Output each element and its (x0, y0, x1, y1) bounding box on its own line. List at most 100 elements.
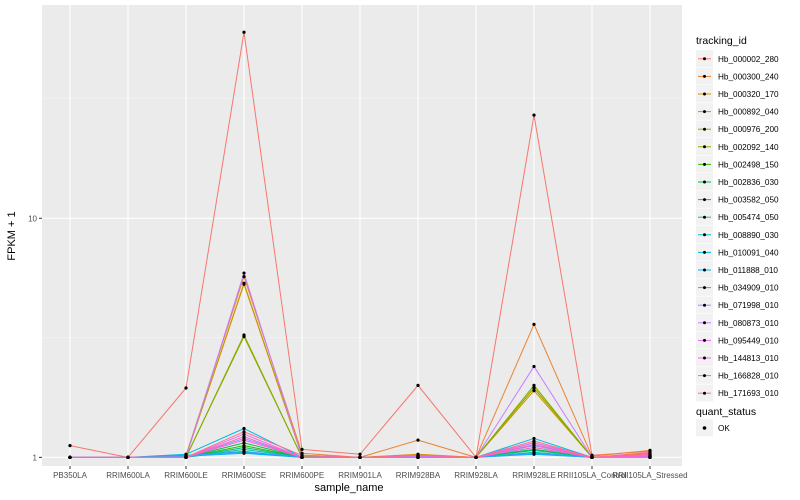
data-point (68, 443, 72, 448)
data-point (242, 435, 246, 439)
legend-point (703, 215, 706, 219)
y-tick-label: 1 (33, 453, 38, 462)
legend-label: Hb_002092_140 (718, 143, 779, 152)
y-tick-label: 10 (28, 214, 37, 223)
x-tick-label: RRII105LA_Stressed (612, 471, 687, 480)
legend-point (703, 57, 706, 61)
data-point (242, 432, 246, 436)
data-point (532, 386, 536, 390)
data-point (532, 383, 536, 387)
legend-point (703, 198, 706, 202)
data-point (532, 389, 536, 393)
legend-point (703, 180, 706, 184)
legend-point (703, 162, 706, 166)
legend-point (703, 374, 706, 378)
legend-label: Hb_002836_030 (718, 178, 779, 187)
data-point (68, 455, 72, 459)
legend-label: Hb_000320_170 (718, 90, 779, 99)
data-point (648, 450, 652, 454)
legend-label: Hb_008890_030 (718, 231, 779, 240)
plot-panel (42, 5, 682, 466)
data-point (242, 271, 246, 275)
data-point (242, 441, 246, 445)
x-tick-label: PB350LA (53, 471, 87, 480)
legend-point (703, 391, 706, 395)
legend-label: Hb_144813_010 (718, 354, 779, 363)
data-point (532, 445, 536, 450)
legend-point (703, 74, 706, 78)
legend-point (703, 110, 706, 114)
data-point (126, 455, 130, 459)
data-points (68, 30, 652, 459)
shape-legend: quant_status OK (696, 406, 756, 437)
shape-legend-point (702, 426, 707, 430)
data-point (242, 334, 246, 339)
legend-point (703, 321, 706, 325)
data-point (532, 322, 536, 326)
legend-label: Hb_011888_010 (718, 266, 778, 275)
data-point (358, 452, 362, 456)
data-point (242, 282, 246, 286)
legend-point (703, 145, 706, 149)
data-point (184, 455, 188, 459)
legend-label: Hb_010091_040 (718, 248, 779, 257)
shape-legend-label: OK (718, 424, 730, 433)
data-point (300, 447, 304, 451)
legend-label: Hb_000976_200 (718, 125, 779, 134)
data-point (300, 453, 304, 457)
legend-point (703, 268, 706, 272)
shape-legend-title: quant_status (696, 406, 756, 418)
legend-point (703, 127, 706, 131)
legend-label: Hb_000002_280 (718, 55, 779, 64)
data-point (242, 430, 246, 434)
legend-label: Hb_005474_050 (718, 213, 779, 222)
data-point (532, 451, 536, 455)
x-tick-label: RRIM928LA (454, 471, 498, 480)
legend-point (703, 250, 706, 254)
data-point (242, 30, 246, 34)
legend-point (703, 338, 706, 342)
x-tick-label: RRIM600SE (222, 471, 266, 480)
legend-label: Hb_071998_010 (718, 301, 779, 310)
data-point (532, 436, 536, 441)
legend-label: Hb_000892_040 (718, 108, 779, 117)
data-point (532, 364, 536, 369)
x-axis-title: sample_name (314, 482, 383, 494)
legend-point (703, 356, 706, 360)
data-point (532, 113, 536, 117)
legend-point (703, 286, 706, 290)
x-tick-label: RRII105LA_Control (557, 471, 627, 480)
legend-label: Hb_000300_240 (718, 72, 779, 81)
y-axis-title: FPKM + 1 (6, 211, 18, 260)
legend-title: tracking_id (696, 35, 747, 47)
axes: 1 10 PB350LA RRIM600LA RRIM600LE RRIM600SE RRI… (28, 214, 687, 480)
legend-label: Hb_003582_050 (718, 196, 779, 205)
minor-gridlines (42, 98, 682, 339)
data-point (242, 449, 246, 453)
data-point (590, 455, 594, 459)
data-point (532, 443, 536, 447)
legend-label: Hb_002498_150 (718, 160, 779, 169)
legend-label: Hb_166828_010 (718, 372, 779, 381)
data-point (358, 455, 362, 459)
data-point (242, 275, 246, 279)
data-point (242, 438, 246, 442)
data-point (184, 386, 188, 390)
legend-point (703, 233, 706, 237)
legend: tracking_id Hb_000002_280 Hb_000300_240 Hb… (696, 35, 779, 402)
data-point (474, 455, 478, 459)
x-tick-label: RRIM600PE (280, 471, 324, 480)
data-point (416, 383, 420, 387)
legend-label: Hb_034909_010 (718, 284, 779, 293)
data-point (242, 426, 246, 431)
x-tick-label: RRIM928LE (512, 471, 556, 480)
legend-point (703, 303, 706, 307)
legend-label: Hb_171693_010 (718, 389, 779, 398)
data-point (416, 438, 420, 442)
data-point (416, 453, 420, 457)
x-tick-label: RRIM901LA (338, 471, 382, 480)
legend-label: Hb_080873_010 (718, 319, 779, 328)
legend-label: Hb_095449_010 (718, 336, 779, 345)
x-tick-label: RRIM928BA (396, 471, 441, 480)
